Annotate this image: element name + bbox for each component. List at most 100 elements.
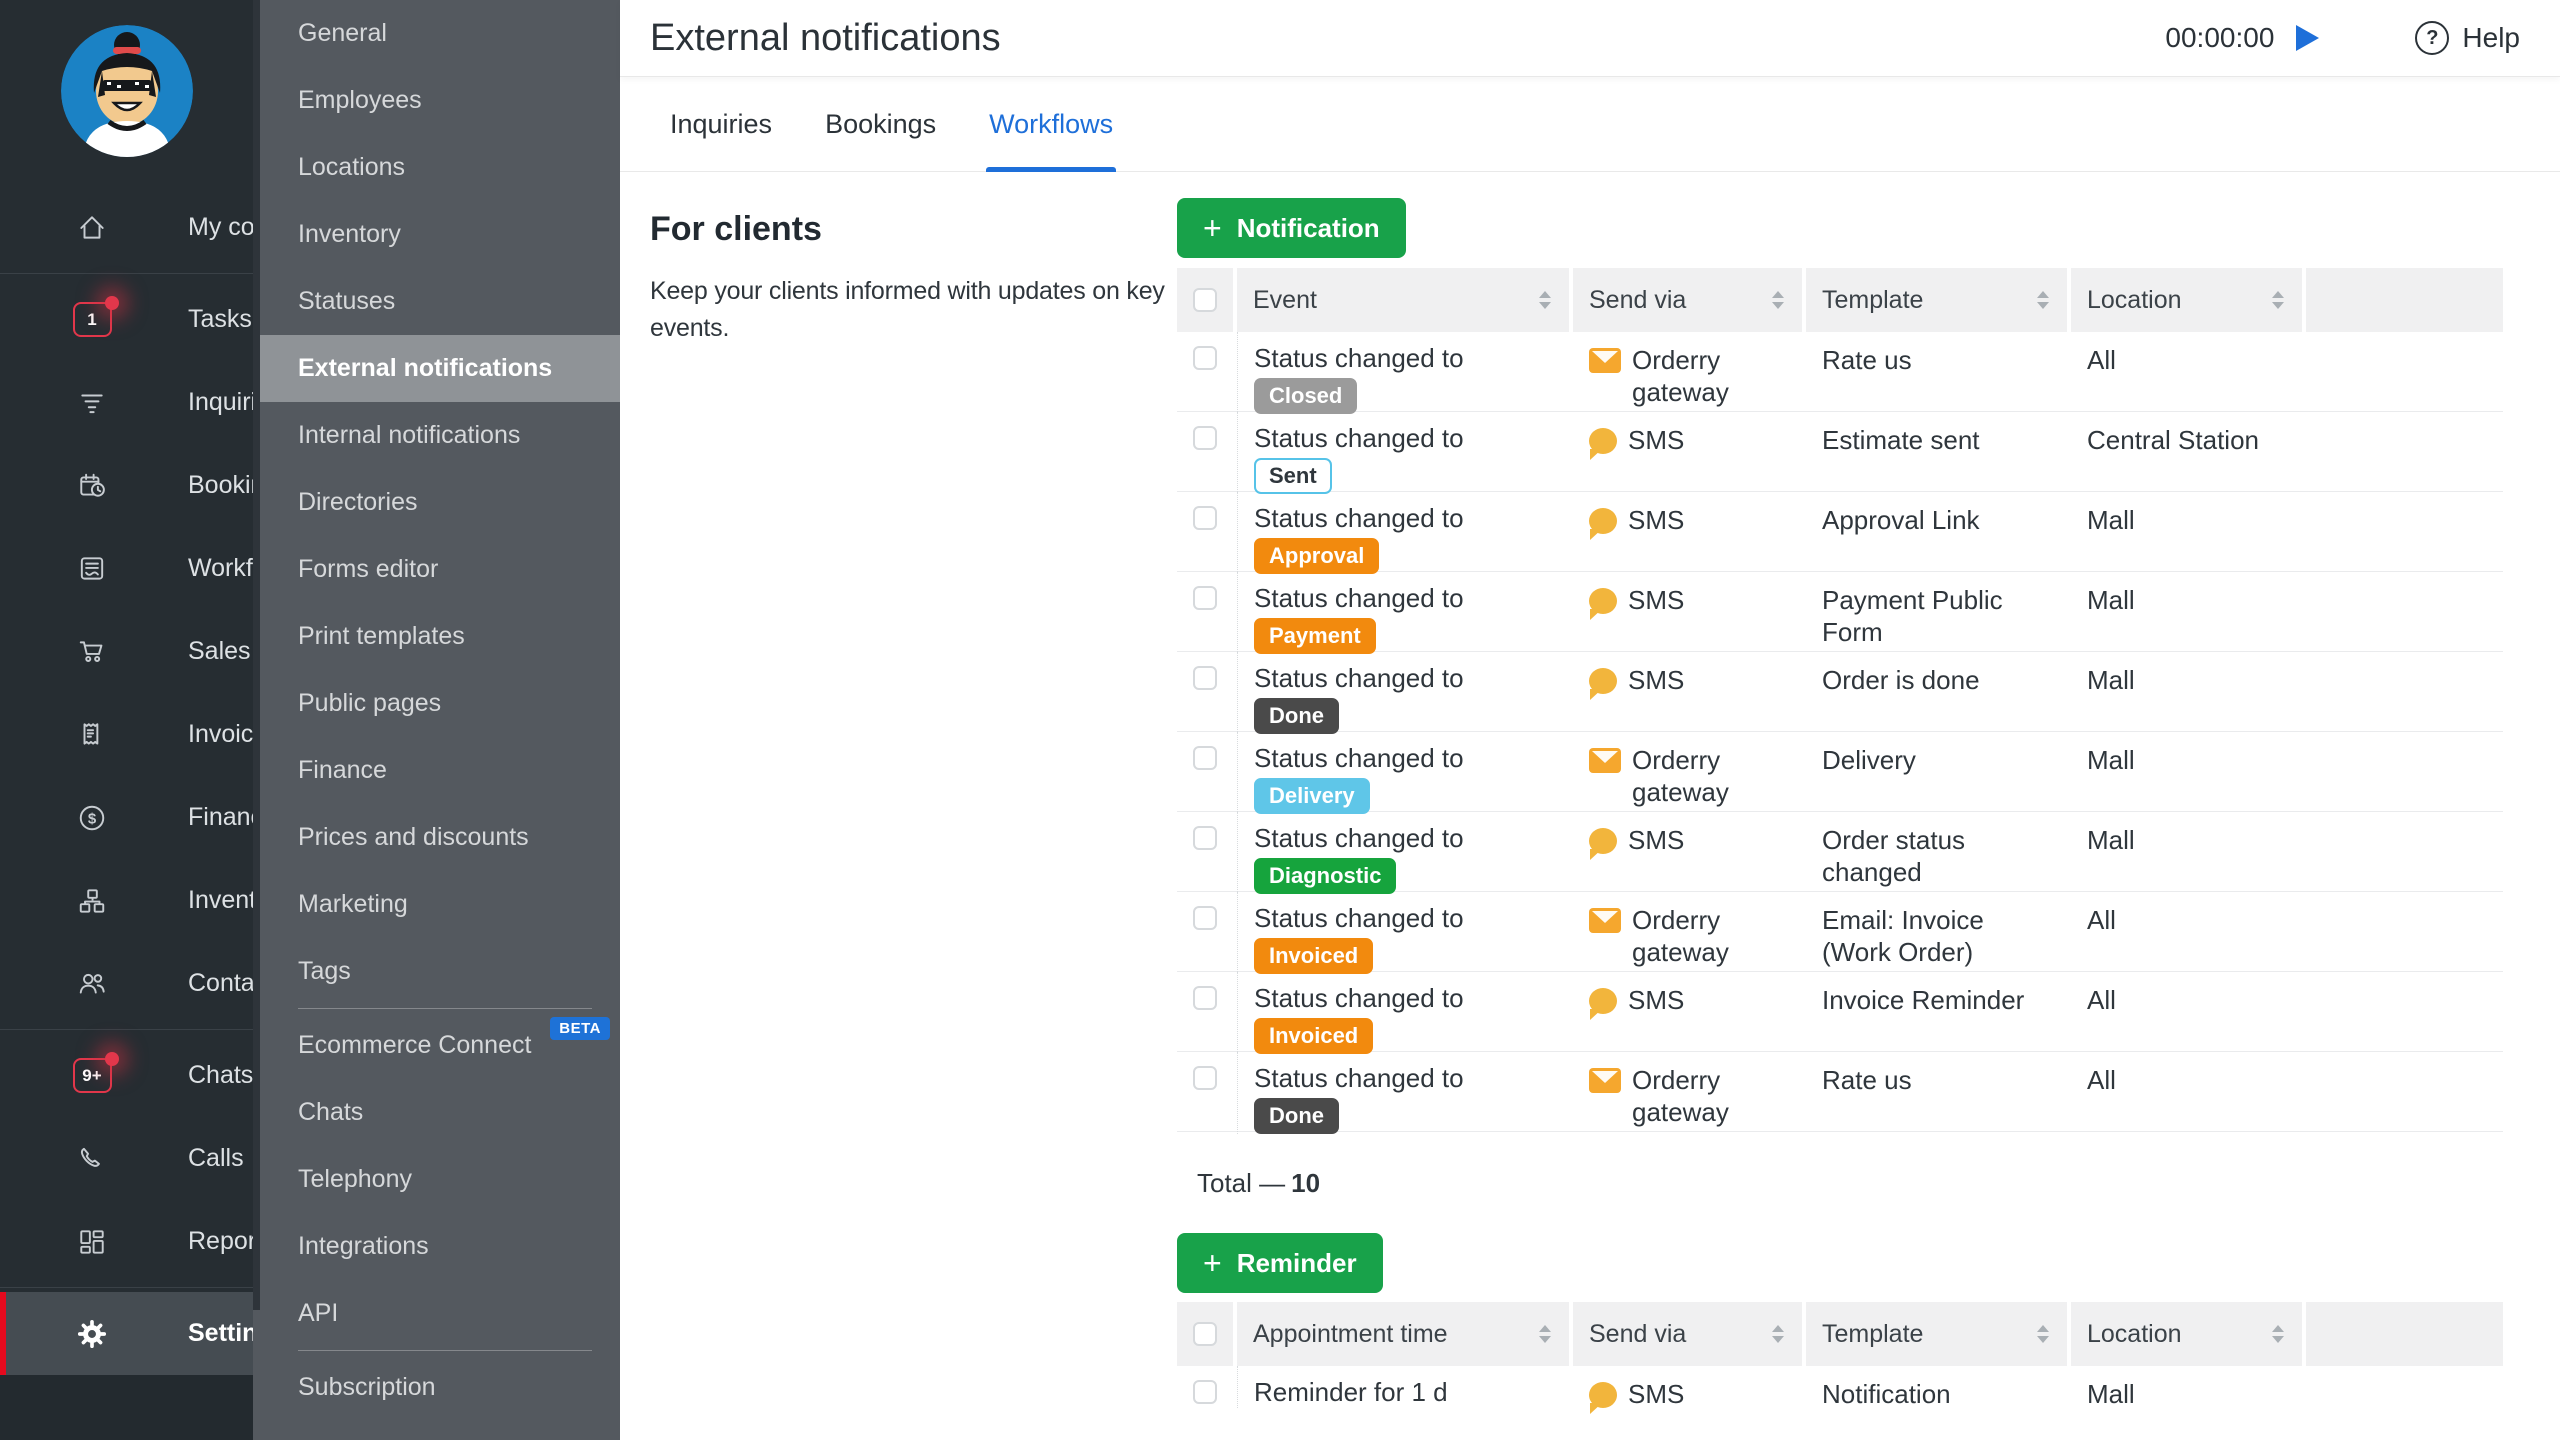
reminder-row[interactable]: Reminder for 1 d SMS Notification Mall	[1177, 1366, 2503, 1440]
settings-menu-scrollbar[interactable]	[253, 0, 260, 1310]
notification-row[interactable]: Status changed to Sent SMS Estimate sent…	[1177, 412, 2503, 494]
select-all-checkbox[interactable]	[1193, 1322, 1217, 1346]
sidebar-item-settings[interactable]: Settings	[0, 1292, 287, 1375]
work-timer: 00:00:00	[2165, 22, 2275, 53]
sidebar-item-inquiries[interactable]: Inquiries	[0, 361, 283, 444]
settings-menu-item[interactable]: External notifications	[253, 335, 620, 402]
sidebar-item-workflows[interactable]: Workflows	[0, 527, 303, 610]
column-header-location[interactable]: Location	[2071, 1302, 2302, 1366]
sidebar-item-calls[interactable]: Calls	[0, 1117, 253, 1200]
sidebar-item-bookings[interactable]: Bookings	[0, 444, 291, 527]
column-header-event[interactable]: Event	[1237, 268, 1569, 332]
template-cell: Email: Invoice (Work Order)	[1822, 905, 1984, 967]
settings-menu-item[interactable]: Prices and discounts	[298, 823, 529, 851]
settings-menu-item[interactable]: Integrations	[298, 1232, 429, 1260]
sidebar-item-sales[interactable]: Sales	[0, 610, 253, 693]
sidebar-item-contacts[interactable]: Contacts	[0, 942, 287, 1025]
header-controls: 00:00:00 ? Help	[2165, 21, 2520, 55]
notification-row[interactable]: Status changed to Closed Orderry gateway…	[1177, 332, 2503, 414]
row-checkbox[interactable]	[1193, 746, 1217, 770]
row-checkbox[interactable]	[1193, 586, 1217, 610]
actions-cell	[2306, 1052, 2503, 1064]
notification-row[interactable]: Status changed to Diagnostic SMS Order s…	[1177, 812, 2503, 894]
settings-menu-item[interactable]: Ecommerce Connect BETA	[253, 1012, 620, 1079]
row-checkbox[interactable]	[1193, 666, 1217, 690]
actions-cell	[2306, 652, 2503, 664]
template-cell: Estimate sent	[1822, 425, 1980, 455]
settings-menu-item[interactable]: Internal notifications	[298, 421, 521, 449]
status-badge: Done	[1254, 698, 1339, 734]
row-checkbox[interactable]	[1193, 1066, 1217, 1090]
notification-row[interactable]: Status changed to Done Orderry gateway R…	[1177, 1052, 2503, 1134]
column-header-location[interactable]: Location	[2071, 268, 2302, 332]
notification-row[interactable]: Status changed to Payment SMS Payment Pu…	[1177, 572, 2503, 654]
settings-menu-item[interactable]: Inventory	[298, 220, 401, 248]
add-reminder-button[interactable]: + Reminder	[1177, 1233, 1383, 1293]
sidebar-item-inventory[interactable]: Inventory	[0, 859, 291, 942]
settings-menu-item[interactable]: Statuses	[298, 287, 396, 315]
settings-menu-item[interactable]: Directories	[298, 488, 418, 516]
settings-menu-item[interactable]: API	[298, 1299, 339, 1327]
column-header-send-via[interactable]: Send via	[1573, 1302, 1802, 1366]
notifications-table-header: Event Send via Template Location	[1177, 268, 2503, 332]
reminders-table-body: Reminder for 1 d SMS Notification Mall	[1177, 1366, 2503, 1440]
column-header-appointment-time[interactable]: Appointment time	[1237, 1302, 1569, 1366]
column-header-template[interactable]: Template	[1806, 268, 2067, 332]
sidebar-item-tasks[interactable]: 1 Tasks	[0, 278, 253, 361]
user-avatar[interactable]	[60, 25, 193, 157]
settings-menu-item[interactable]: Public pages	[298, 689, 442, 717]
location-cell: All	[2087, 345, 2116, 375]
sidebar-item-finance[interactable]: $ Finance	[0, 776, 277, 859]
column-header-send-via[interactable]: Send via	[1573, 268, 1802, 332]
row-checkbox[interactable]	[1193, 1380, 1217, 1404]
select-all-checkbox[interactable]	[1193, 288, 1217, 312]
section-info: For clients Keep your clients informed w…	[650, 198, 1177, 1440]
send-via-icon	[1589, 908, 1621, 933]
settings-menu-item[interactable]: Tags	[298, 957, 351, 985]
sidebar-item-reports[interactable]: Reports	[0, 1200, 276, 1283]
settings-menu-item[interactable]: Telephony	[298, 1165, 412, 1193]
row-checkbox[interactable]	[1193, 906, 1217, 930]
play-icon[interactable]	[2296, 25, 2320, 51]
row-checkbox[interactable]	[1193, 426, 1217, 450]
sidebar-footer	[0, 1375, 253, 1440]
settings-menu-item[interactable]: Finance	[298, 756, 387, 784]
notification-row[interactable]: Status changed to Done SMS Order is done…	[1177, 652, 2503, 734]
send-via-cell: Orderry gateway	[1573, 892, 1802, 968]
sidebar-item-invoices[interactable]: Invoices	[0, 693, 280, 776]
event-cell: Status changed to Payment	[1237, 572, 1569, 654]
send-via-icon	[1589, 1382, 1617, 1414]
template-cell: Invoice Reminder	[1822, 985, 2025, 1015]
tab[interactable]: Inquiries	[670, 108, 773, 139]
settings-menu-item[interactable]: Print templates	[298, 622, 465, 650]
send-via-cell: SMS	[1573, 492, 1802, 540]
settings-menu-item[interactable]: Chats	[298, 1098, 364, 1126]
notification-row[interactable]: Status changed to Delivery Orderry gatew…	[1177, 732, 2503, 814]
gear-icon	[70, 1319, 114, 1349]
settings-menu-item[interactable]: Locations	[298, 153, 406, 181]
notification-row[interactable]: Status changed to Approval SMS Approval …	[1177, 492, 2503, 574]
row-checkbox[interactable]	[1193, 506, 1217, 530]
row-checkbox[interactable]	[1193, 826, 1217, 850]
help-button[interactable]: ? Help	[2415, 21, 2520, 55]
add-notification-button[interactable]: + Notification	[1177, 198, 1406, 258]
notification-row[interactable]: Status changed to Invoiced Orderry gatew…	[1177, 892, 2503, 974]
settings-submenu: General Employees Locations Inventory	[253, 0, 620, 1440]
settings-menu-item[interactable]: General	[298, 19, 387, 47]
sidebar-item-chats[interactable]: 9+ Chats	[0, 1034, 253, 1117]
settings-menu-item[interactable]: Forms editor	[298, 555, 439, 583]
template-cell: Delivery	[1822, 745, 1916, 775]
notification-row[interactable]: Status changed to Invoiced SMS Invoice R…	[1177, 972, 2503, 1054]
settings-menu-item[interactable]: Subscription	[298, 1373, 436, 1401]
send-via-icon	[1589, 668, 1617, 700]
row-checkbox[interactable]	[1193, 986, 1217, 1010]
column-header-template[interactable]: Template	[1806, 1302, 2067, 1366]
sidebar-item-my-company[interactable]: My company	[0, 186, 330, 269]
tab[interactable]: Workflows	[986, 77, 1117, 172]
event-cell: Status changed to Done	[1237, 652, 1569, 734]
tab[interactable]: Bookings	[825, 108, 937, 139]
settings-menu-item[interactable]: Employees	[298, 86, 422, 114]
settings-menu-item[interactable]: Marketing	[298, 890, 408, 918]
row-checkbox[interactable]	[1193, 346, 1217, 370]
